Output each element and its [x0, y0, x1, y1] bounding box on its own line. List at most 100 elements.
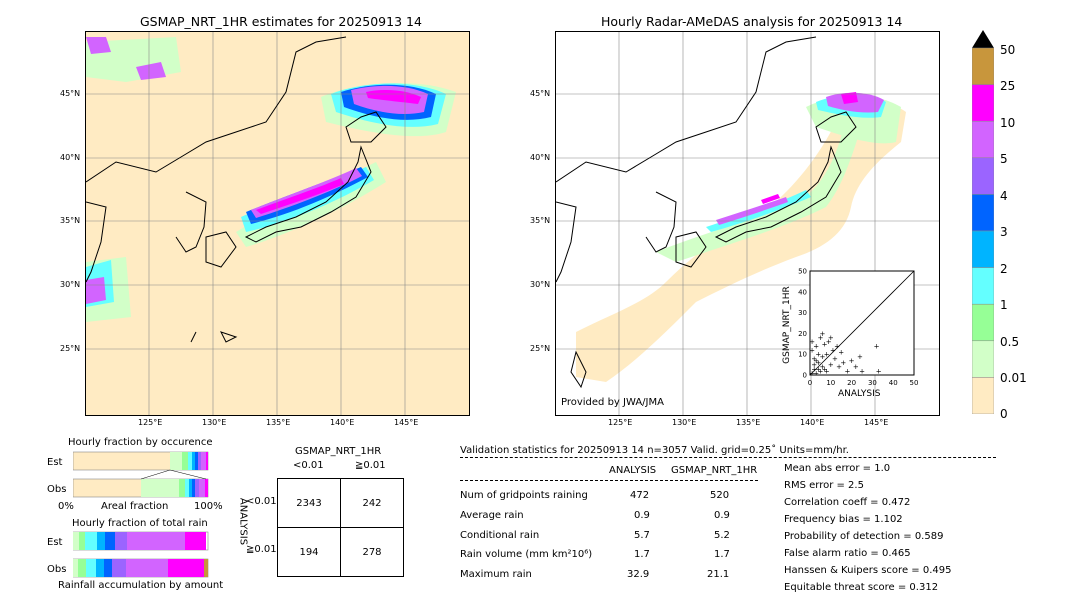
occurrence-est-label: Est	[47, 457, 63, 468]
right-lat-40: 40°N	[530, 153, 551, 162]
left-lat-35: 35°N	[60, 216, 81, 225]
score-line: Equitable threat score = 0.312	[784, 582, 939, 593]
scatter-ytick: 40	[798, 288, 807, 296]
scatter-point: +	[828, 334, 834, 342]
occurrence-obs-label: Obs	[47, 484, 67, 495]
scatter-point: +	[874, 342, 880, 350]
scatter-point: +	[834, 342, 840, 350]
stat-gsmap: 21.1	[707, 569, 730, 580]
stat-gsmap: 1.7	[714, 549, 730, 560]
scatter-xlabel: ANALYSIS	[838, 389, 881, 399]
right-lat-25: 25°N	[530, 344, 551, 353]
validation-dashed-line	[460, 457, 996, 458]
left-map-title: GSMAP_NRT_1HR estimates for 20250913 14	[140, 14, 422, 29]
stat-gsmap: 520	[710, 490, 730, 501]
radar-credit: Provided by JWA/JMA	[561, 397, 664, 408]
scatter-point: +	[815, 351, 821, 359]
cbar-swatch	[971, 303, 995, 342]
cbar-label-0.01: 0.01	[1000, 371, 1027, 385]
left-map	[85, 31, 470, 416]
left-lon-140: 140°E	[330, 418, 355, 427]
left-lon-135: 135°E	[266, 418, 291, 427]
stat-label: Conditional rain	[460, 530, 540, 541]
right-lon-145: 145°E	[864, 418, 889, 427]
score-line: Hanssen & Kuipers score = 0.495	[784, 565, 952, 576]
right-lon-125: 125°E	[608, 418, 633, 427]
stat-label: Num of gridpoints raining	[460, 490, 588, 501]
scatter-ytick: 50	[798, 268, 807, 276]
scatter-point: +	[811, 361, 817, 369]
scatter-point: +	[853, 363, 859, 371]
cbar-swatch	[971, 267, 995, 305]
scatter-xtick: 50	[910, 379, 919, 387]
contingency-col-lt: <0.01	[293, 460, 324, 471]
scatter-plot: +++++++++++++++++++++++ ++++++++++++++ 00…	[798, 268, 919, 388]
total-title: Hourly fraction of total rain	[72, 518, 208, 529]
cbar-label-10: 10	[1000, 116, 1016, 130]
scatter-point: +	[836, 363, 842, 371]
scatter-point: +	[859, 367, 865, 375]
cbar-swatch	[971, 340, 995, 378]
scatter-ytick: 0	[803, 372, 807, 380]
total-obs-label: Obs	[47, 564, 67, 575]
stat-label: Maximum rain	[460, 569, 532, 580]
scatter-point: +	[815, 359, 821, 367]
scatter-point: +	[820, 330, 826, 338]
cbar-label-2: 2	[1000, 262, 1008, 276]
right-lat-45: 45°N	[530, 89, 551, 98]
contingency-cell: 242	[340, 478, 404, 528]
stat-label: Average rain	[460, 510, 524, 521]
cbar-label-0: 0	[1000, 407, 1008, 421]
scatter-point: +	[820, 363, 826, 371]
scatter-point: +	[811, 365, 817, 373]
cbar-swatch	[971, 120, 995, 159]
right-lat-35: 35°N	[530, 216, 551, 225]
scatter-point: +	[822, 365, 828, 373]
left-lat-45: 45°N	[60, 89, 81, 98]
left-lon-130: 130°E	[202, 418, 227, 427]
scatter-point: +	[849, 357, 855, 365]
scatter-point: +	[828, 361, 834, 369]
cbar-swatch	[971, 194, 995, 232]
stat-analysis: 5.7	[634, 530, 650, 541]
total-est-label: Est	[47, 537, 63, 548]
stat-gsmap: 5.2	[714, 530, 730, 541]
scatter-point: +	[845, 367, 851, 375]
stat-label: Rain volume (mm km²10⁶)	[460, 549, 593, 560]
occurrence-bars	[73, 451, 209, 498]
scatter-point: +	[820, 353, 826, 361]
scatter-ytick: 30	[798, 309, 807, 317]
total-bars	[73, 531, 209, 578]
scatter-ylabel: GSMAP_NRT_1HR	[782, 286, 792, 364]
scatter-point: +	[876, 367, 882, 375]
scatter-ytick: 20	[798, 330, 807, 338]
cbar-label-1: 1	[1000, 298, 1008, 312]
occurrence-axis-left: 0%	[58, 501, 74, 512]
cbar-label-50: 50	[1000, 43, 1016, 57]
validation-col-analysis: ANALYSIS	[609, 465, 657, 476]
right-map-canvas	[556, 32, 939, 415]
right-lon-135: 135°E	[736, 418, 761, 427]
cbar-label-0.5: 0.5	[1000, 335, 1020, 349]
score-line: RMS error = 2.5	[784, 480, 864, 491]
validation-header: Validation statistics for 20250913 14 n=…	[460, 445, 849, 456]
colorbar	[971, 30, 995, 415]
cbar-label-4: 4	[1000, 189, 1008, 203]
scatter-point: +	[815, 365, 821, 373]
contingency-row-ge: ≧0.01	[246, 544, 277, 555]
stat-analysis: 0.9	[634, 510, 650, 521]
cbar-label-25: 25	[1000, 79, 1016, 93]
right-map-title: Hourly Radar-AMeDAS analysis for 2025091…	[601, 14, 903, 29]
left-map-canvas	[86, 32, 469, 415]
scatter-ytick: 10	[798, 351, 807, 359]
left-lat-30: 30°N	[60, 280, 81, 289]
contingency-cell: 194	[277, 527, 341, 577]
left-lat-40: 40°N	[60, 153, 81, 162]
cbar-label-5: 5	[1000, 152, 1008, 166]
stat-analysis: 1.7	[634, 549, 650, 560]
scatter-point: +	[809, 347, 815, 355]
contingency-cell: 278	[340, 527, 404, 577]
scatter-point: +	[824, 367, 830, 375]
right-lon-130: 130°E	[672, 418, 697, 427]
right-lon-140: 140°E	[800, 418, 825, 427]
